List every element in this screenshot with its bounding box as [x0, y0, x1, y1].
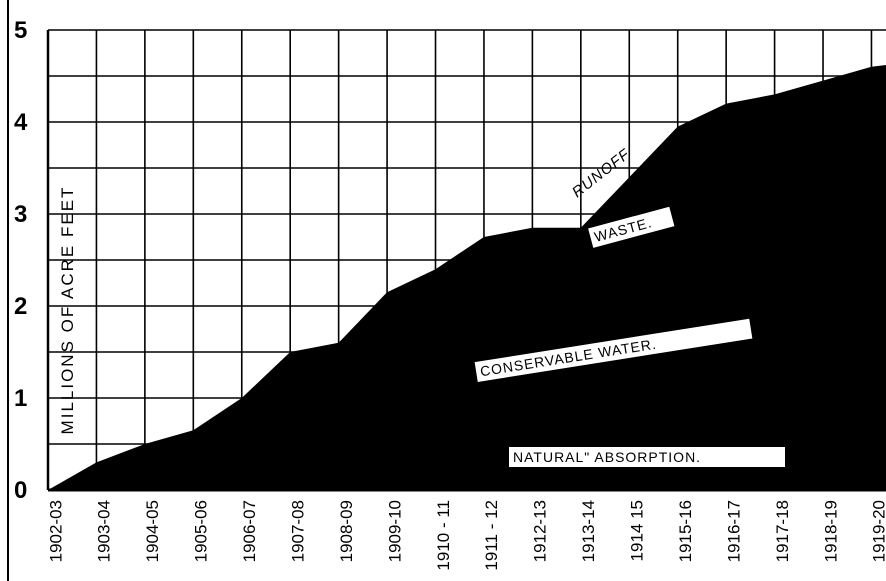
x-tick-label: 1904-05	[143, 500, 162, 562]
x-tick-label: 1903-04	[95, 500, 114, 562]
y-tick-label: 0	[14, 477, 27, 504]
x-tick-label: 1915-16	[676, 500, 695, 562]
x-tick-label: 1916-17	[724, 500, 743, 562]
x-ticks: 1902-03 1903-04 1904-05 1905-06 1906-07 1907-…	[46, 500, 886, 571]
y-tick-label: 3	[14, 201, 27, 228]
annotation-absorption: NATURAL" ABSORPTION.	[509, 447, 785, 467]
x-tick-label: 1905-06	[192, 500, 211, 562]
x-tick-label: 1909-10	[385, 500, 404, 562]
x-tick-label: 1919-20	[870, 500, 886, 562]
y-axis-label: MILLIONS OF ACRE FEET	[58, 186, 77, 435]
y-tick-label: 1	[14, 385, 27, 412]
y-tick-label: 5	[14, 17, 27, 44]
runoff-area	[48, 64, 886, 491]
y-ticks: 0 1 2 3 4 5	[14, 17, 28, 504]
x-tick-label: 1906-07	[240, 500, 259, 562]
y-tick-label: 2	[14, 293, 27, 320]
x-tick-label: 1910 - 11	[434, 500, 453, 571]
x-tick-label: 1902-03	[46, 500, 65, 562]
y-tick-label: 4	[14, 109, 28, 136]
x-tick-label: 1911 - 12	[482, 500, 501, 571]
x-tick-label: 1907-08	[288, 500, 307, 562]
x-tick-label: 1912-13	[531, 500, 550, 562]
x-tick-label: 1918-19	[821, 500, 840, 562]
x-tick-label: 1917-18	[773, 500, 792, 562]
annotation-absorption-text: NATURAL" ABSORPTION.	[513, 449, 701, 465]
x-tick-label: 1914 15	[628, 500, 647, 561]
x-tick-label: 1913-14	[579, 500, 598, 562]
x-tick-label: 1908-09	[337, 500, 356, 562]
